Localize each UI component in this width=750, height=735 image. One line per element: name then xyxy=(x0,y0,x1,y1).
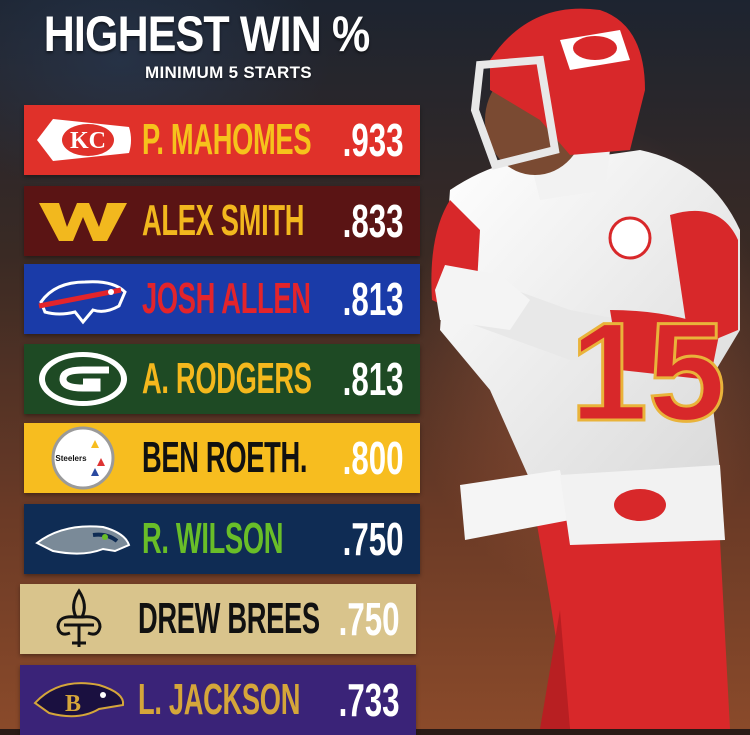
player-name: P. MAHOMES xyxy=(142,115,312,164)
svg-text:KC: KC xyxy=(70,128,106,154)
win-percentage: .733 xyxy=(339,674,400,726)
packers-g-icon xyxy=(39,352,127,406)
svg-text:B: B xyxy=(65,691,81,717)
player-name: DREW BREES xyxy=(138,594,320,643)
list-item: JOSH ALLEN .813 xyxy=(24,264,420,334)
bills-buffalo-icon xyxy=(38,280,127,325)
win-percentage: .813 xyxy=(343,353,404,405)
win-percentage: .750 xyxy=(343,513,404,565)
player-photo: 15 xyxy=(431,8,740,729)
svg-text:Steelers: Steelers xyxy=(55,454,87,463)
win-percentage: .750 xyxy=(339,593,400,645)
page-subtitle: MINIMUM 5 STARTS xyxy=(145,63,312,82)
ravens-head-icon: B xyxy=(33,682,125,718)
list-item: R. WILSON .750 xyxy=(24,504,420,574)
list-item: B L. JACKSON .733 xyxy=(20,665,416,735)
win-percentage: .833 xyxy=(343,195,404,247)
page-title: HIGHEST WIN % xyxy=(43,6,371,62)
win-percentage: .813 xyxy=(343,273,404,325)
player-name: BEN ROETH. xyxy=(142,433,308,482)
washington-w-icon xyxy=(39,203,127,241)
player-name: A. RODGERS xyxy=(142,354,312,403)
list-item: DREW BREES .750 xyxy=(20,584,416,654)
player-name: JOSH ALLEN xyxy=(142,274,311,323)
list-item: A. RODGERS .813 xyxy=(24,344,420,414)
player-name: ALEX SMITH xyxy=(142,196,305,245)
win-percentage: .933 xyxy=(343,114,404,166)
list-item: ALEX SMITH .833 xyxy=(24,186,420,256)
list-item: KC P. MAHOMES .933 xyxy=(24,105,420,175)
player-name: R. WILSON xyxy=(142,514,284,563)
saints-fleur-de-lis-icon xyxy=(56,588,102,647)
seahawks-head-icon xyxy=(35,525,131,555)
jersey-number: 15 xyxy=(570,293,726,450)
win-percentage: .800 xyxy=(343,432,404,484)
steelers-logo-icon: Steelers xyxy=(51,426,115,490)
list-item: Steelers BEN ROETH. .800 xyxy=(24,423,420,493)
chiefs-arrowhead-icon: KC xyxy=(37,119,131,161)
player-name: L. JACKSON xyxy=(138,675,301,724)
